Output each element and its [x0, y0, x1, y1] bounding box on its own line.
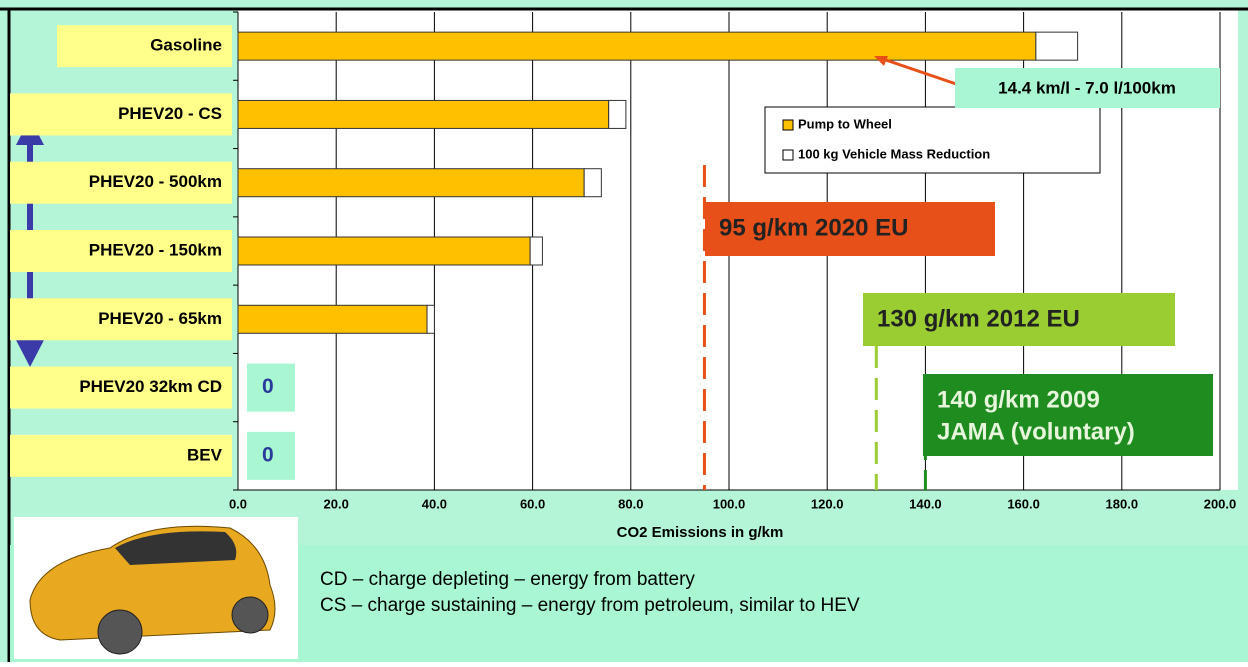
- bar: [237, 168, 585, 198]
- category-box: [10, 161, 232, 204]
- x-axis-label: CO2 Emissions in g/km: [617, 524, 784, 541]
- x-tick-label: 20.0: [324, 496, 349, 511]
- y-tick-label: BEV: [187, 445, 223, 464]
- x-tick-label: 180.0: [1106, 496, 1139, 511]
- zero-box: [247, 431, 295, 480]
- category-box: [10, 230, 232, 272]
- x-tick-label: 200.0: [1204, 496, 1237, 511]
- y-tick-label: PHEV20 - CS: [118, 104, 222, 123]
- x-tick-label: 0.0: [229, 496, 247, 511]
- reference-label-box: [923, 374, 1213, 456]
- bar: [583, 168, 602, 198]
- annotation-arrow: [879, 56, 963, 88]
- legend-swatch: [782, 119, 794, 131]
- car-wheel: [231, 596, 269, 634]
- bar: [1035, 31, 1079, 61]
- category-box: [10, 434, 232, 477]
- car-wheel: [97, 609, 143, 655]
- bar: [608, 99, 627, 129]
- bar: [237, 99, 610, 129]
- data-label: 0: [262, 443, 274, 466]
- category-box: [57, 25, 232, 68]
- legend-label: 100 kg Vehicle Mass Reduction: [798, 146, 990, 161]
- x-tick-label: 60.0: [520, 496, 545, 511]
- bar: [426, 304, 435, 334]
- annotation-arrowhead: [874, 56, 888, 66]
- category-box: [10, 93, 232, 136]
- zero-box: [247, 363, 295, 412]
- legend-box: [764, 106, 1101, 174]
- reference-label: 140 g/km 2009: [937, 386, 1100, 413]
- legend-label: Pump to Wheel: [798, 116, 892, 131]
- bar: [237, 31, 1037, 61]
- car: [14, 517, 298, 659]
- x-tick-label: 80.0: [618, 496, 643, 511]
- note: CS – charge sustaining – energy from pet…: [320, 595, 860, 616]
- y-tick-label: Gasoline: [150, 36, 222, 55]
- annotation: 14.4 km/l - 7.0 l/100km: [998, 78, 1176, 97]
- y-tick-label: PHEV20 32km CD: [79, 377, 222, 396]
- bar: [237, 236, 531, 266]
- bar: [529, 236, 543, 266]
- bar: [237, 304, 428, 334]
- category-box: [10, 366, 232, 409]
- annotation-box: [955, 68, 1220, 108]
- note: CD – charge depleting – energy from batt…: [320, 569, 695, 590]
- x-tick-label: 140.0: [909, 496, 942, 511]
- reference-label: JAMA (voluntary): [937, 418, 1135, 445]
- arrow-head: [16, 340, 44, 367]
- y-tick-label: PHEV20 - 65km: [98, 309, 222, 328]
- legend-swatch: [782, 149, 794, 161]
- reference-label: 130 g/km 2012 EU: [877, 305, 1080, 332]
- car-window: [115, 531, 237, 565]
- reference-label-box: [705, 202, 995, 256]
- x-tick-label: 120.0: [811, 496, 844, 511]
- category-box: [10, 298, 232, 341]
- x-tick-label: 160.0: [1007, 496, 1040, 511]
- x-tick-label: 40.0: [422, 496, 447, 511]
- reference-label-box: [863, 293, 1175, 346]
- reference-label: 95 g/km 2020 EU: [719, 214, 908, 241]
- data-label: 0: [262, 375, 274, 398]
- y-tick-label: PHEV20 - 150km: [89, 240, 222, 259]
- y-tick-label: PHEV20 - 500km: [89, 172, 222, 191]
- x-tick-label: 100.0: [713, 496, 746, 511]
